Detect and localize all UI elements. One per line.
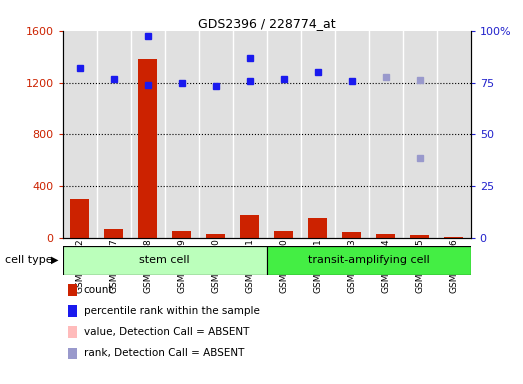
Bar (343, 232, 361, 238)
Text: transit-amplifying cell: transit-amplifying cell (308, 255, 429, 265)
Bar (71, 199, 89, 238)
Text: stem cell: stem cell (140, 255, 190, 265)
Bar (241, 215, 259, 238)
Title: GDS2396 / 228774_at: GDS2396 / 228774_at (198, 17, 336, 30)
Text: rank, Detection Call = ABSENT: rank, Detection Call = ABSENT (84, 348, 244, 358)
Text: cell type: cell type (5, 255, 53, 265)
Text: value, Detection Call = ABSENT: value, Detection Call = ABSENT (84, 327, 249, 337)
Bar (267, 246, 471, 275)
Text: count: count (84, 285, 113, 295)
Bar (105, 229, 123, 238)
Bar (173, 231, 191, 238)
Bar (207, 233, 225, 238)
Bar (63, 246, 267, 275)
Bar (411, 235, 429, 238)
Bar (139, 59, 157, 238)
Bar (309, 218, 327, 238)
Bar (377, 234, 395, 238)
Bar (445, 237, 463, 238)
Text: percentile rank within the sample: percentile rank within the sample (84, 306, 259, 316)
Text: ▶: ▶ (51, 255, 59, 265)
Bar (275, 231, 293, 238)
